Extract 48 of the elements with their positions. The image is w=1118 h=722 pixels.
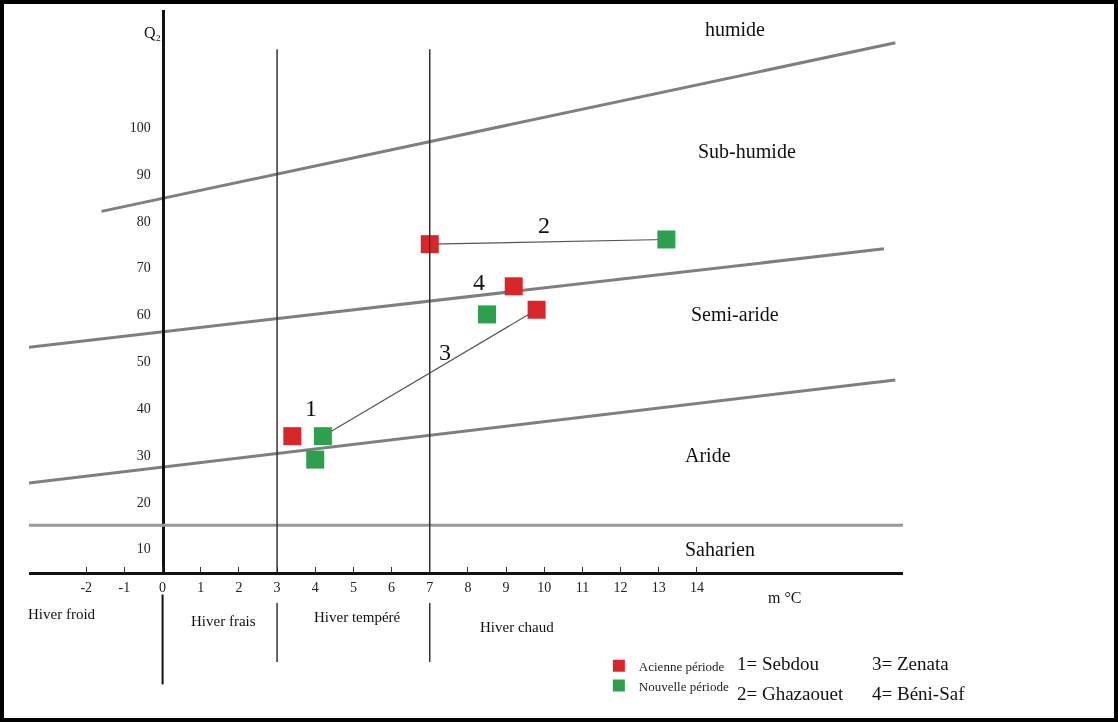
x-axis-title: m °C — [768, 589, 802, 606]
y-tick-label: 90 — [136, 166, 151, 182]
x-tick-label: 14 — [689, 579, 704, 595]
annotation: 4 — [473, 269, 485, 295]
x-tick-label: -2 — [80, 579, 93, 595]
x-tick-label: 4 — [311, 579, 319, 595]
annotation: Saharien — [685, 538, 755, 560]
x-tick-label: 7 — [426, 579, 434, 595]
annotation: 2 — [538, 212, 550, 238]
text: Hiver tempéré — [314, 609, 401, 625]
text: 1= Sebdou — [737, 653, 820, 674]
y-tick-label: 100 — [129, 119, 151, 135]
x-tick-label: 1 — [197, 579, 205, 595]
annotation: humide — [705, 18, 766, 40]
text: Hiver frais — [191, 613, 256, 629]
text: 4= Béni-Saf — [872, 683, 966, 704]
y-tick-label: 80 — [136, 213, 151, 229]
x-tick-label: 5 — [349, 579, 357, 595]
y-tick-label: 10 — [136, 541, 151, 557]
y-tick-label: 20 — [136, 494, 151, 510]
x-tick-label: 2 — [235, 579, 243, 595]
y-axis-title: Q₂ — [144, 24, 162, 41]
x-tick-label: 8 — [464, 579, 472, 595]
x-tick-label: 0 — [159, 579, 167, 595]
x-tick-label: 12 — [613, 579, 628, 595]
annotation: Aride — [685, 444, 731, 466]
text: 3= Zenata — [872, 653, 950, 674]
text: Hiver chaud — [480, 619, 555, 635]
y-tick-label: 70 — [136, 260, 151, 276]
text: 2= Ghazaouet — [737, 683, 844, 704]
x-tick-label: 10 — [537, 579, 552, 595]
y-tick-label: 60 — [136, 307, 151, 323]
x-tick-label: -1 — [118, 579, 131, 595]
y-tick-label: 40 — [136, 400, 151, 416]
text: Hiver froid — [28, 606, 96, 622]
x-tick-label: 9 — [502, 579, 510, 595]
annotation: Sub-humide — [698, 140, 796, 162]
x-tick-label: 3 — [273, 579, 281, 595]
annotation: 1 — [305, 395, 317, 421]
y-tick-label: 50 — [136, 354, 151, 370]
x-tick-label: 11 — [575, 579, 590, 595]
x-tick-label: 6 — [388, 579, 396, 595]
annotation: Semi-aride — [691, 303, 779, 325]
x-tick-label: 13 — [651, 579, 666, 595]
y-tick-label: 30 — [136, 447, 151, 463]
annotation: 3 — [439, 339, 451, 365]
legend-label: Acienne période — [638, 658, 725, 674]
legend-label: Nouvelle période — [638, 678, 729, 694]
